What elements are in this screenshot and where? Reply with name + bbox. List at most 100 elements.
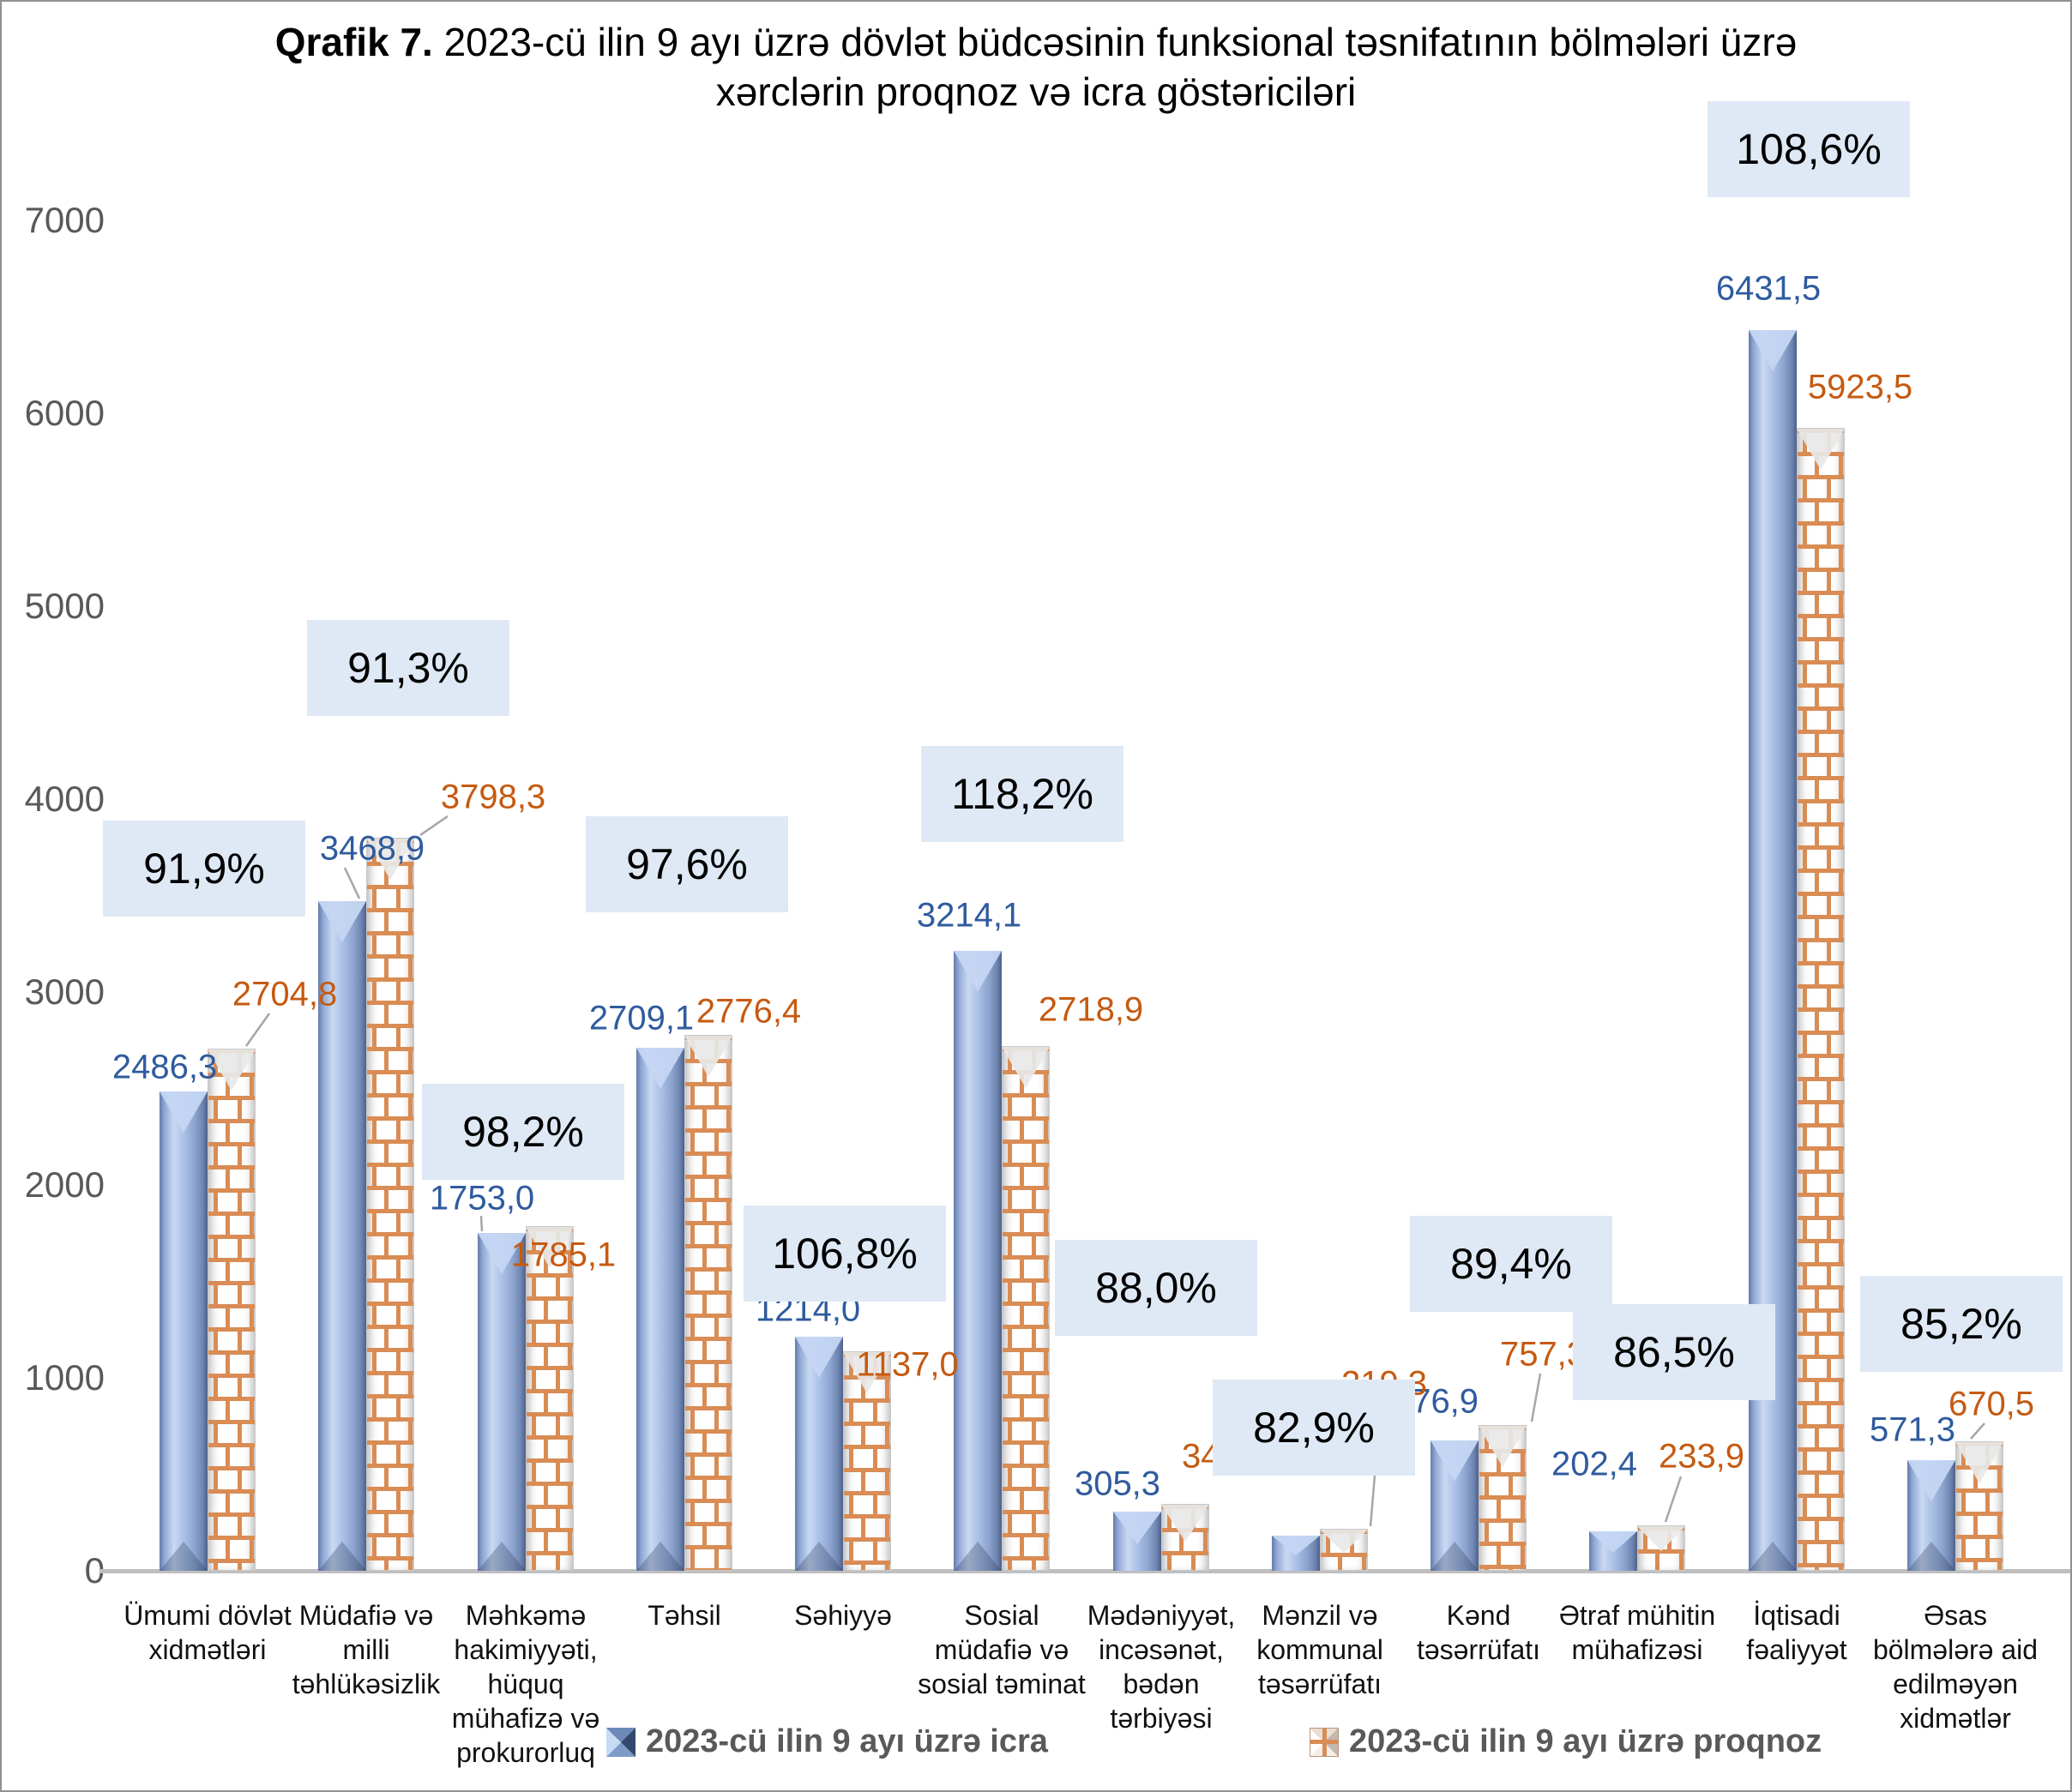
brick-row — [208, 1258, 255, 1281]
brick-row — [1798, 753, 1844, 776]
y-axis-tick-label: 1000 — [24, 1357, 105, 1398]
bar-top-notch — [636, 1048, 684, 1089]
percent-callout: 91,3% — [307, 620, 509, 716]
brick-row — [1003, 1440, 1049, 1464]
brick-joint — [690, 1225, 695, 1244]
brick-row — [367, 931, 413, 954]
brick-joint — [214, 1332, 218, 1350]
brick-joint — [372, 1445, 376, 1464]
category-label: Mədəniyyət, incəsənət, bədən tərbiyəsi — [1087, 1600, 1236, 1734]
brick-joint — [384, 1422, 388, 1440]
brick-row — [1798, 475, 1844, 498]
category-label: Sosial müdafiə və sosial təminat — [918, 1600, 1086, 1699]
brick-joint — [1020, 1167, 1024, 1186]
brick-joint — [568, 1301, 572, 1320]
brick-joint — [238, 1146, 242, 1165]
brick-row — [367, 1024, 413, 1047]
brick-joint — [702, 1434, 707, 1452]
brick-row — [1798, 614, 1844, 637]
brick-row — [685, 1128, 732, 1152]
brick-joint — [1008, 1422, 1012, 1440]
brick-joint — [372, 1074, 376, 1093]
brick-joint — [556, 1370, 560, 1389]
brick-row — [1321, 1553, 1367, 1570]
brick-row — [527, 1273, 573, 1296]
brick-joint — [1020, 1121, 1024, 1140]
brick-joint — [1497, 1500, 1501, 1518]
brick-row — [685, 1337, 732, 1360]
brick-joint — [1815, 1428, 1819, 1447]
brick-joint — [1815, 688, 1819, 707]
brick-joint — [384, 959, 388, 977]
brick-row — [685, 1267, 732, 1290]
brick-joint — [1803, 1544, 1807, 1563]
bar-bottom-bevel — [636, 1542, 684, 1571]
brick-joint — [250, 1401, 254, 1420]
brick-joint — [396, 1213, 401, 1232]
brick-row — [367, 1348, 413, 1371]
brick-row — [1003, 1255, 1049, 1278]
brick-joint — [1497, 1546, 1501, 1565]
brick-joint — [1827, 1359, 1831, 1378]
brick-row — [367, 1487, 413, 1510]
brick-row — [1798, 1170, 1844, 1193]
brick-row — [1798, 544, 1844, 568]
percent-callout: 97,6% — [586, 816, 788, 912]
brick-joint — [384, 1329, 388, 1348]
brick-row — [1798, 660, 1844, 683]
brick-joint — [238, 1332, 242, 1350]
brick-joint — [690, 1086, 695, 1105]
brick-joint — [1815, 1567, 1819, 1570]
brick-joint — [1803, 1266, 1807, 1285]
brick-joint — [849, 1403, 853, 1422]
value-label-icra: 202,4 — [1551, 1445, 1638, 1483]
brick-row — [1798, 915, 1844, 938]
brick-row — [1798, 776, 1844, 799]
brick-joint — [408, 1005, 413, 1024]
brick-joint — [1203, 1532, 1208, 1551]
brick-row — [1798, 1447, 1844, 1470]
brick-row — [367, 1255, 413, 1278]
brick-joint — [1044, 1167, 1048, 1186]
brick-joint — [1839, 1475, 1843, 1494]
brick-row — [1798, 961, 1844, 984]
brick-row — [1798, 1262, 1844, 1285]
bar-bottom-bevel — [954, 1542, 1002, 1571]
brick-joint — [1020, 1445, 1024, 1464]
brick-row — [208, 1235, 255, 1258]
value-label-icra: 305,3 — [1074, 1464, 1161, 1503]
value-label-proqnoz: 2776,4 — [696, 992, 802, 1031]
bar-proqnoz — [526, 1226, 574, 1571]
brick-row — [1798, 498, 1844, 521]
brick-joint — [714, 1086, 719, 1105]
brick-joint — [714, 1225, 719, 1244]
brick-joint — [1803, 989, 1807, 1007]
brick-joint — [532, 1278, 536, 1296]
brick-joint — [1827, 664, 1831, 683]
brick-joint — [408, 1051, 413, 1070]
brick-joint — [1839, 502, 1843, 521]
value-label-proqnoz: 1137,0 — [856, 1345, 959, 1384]
brick-joint — [372, 1491, 376, 1510]
leader-line — [479, 1215, 484, 1232]
brick-row — [208, 1489, 255, 1512]
brick-row — [685, 1105, 732, 1128]
brick-joint — [1985, 1493, 1990, 1512]
brick-joint — [1362, 1557, 1366, 1570]
brick-joint — [1485, 1476, 1489, 1495]
brick-row — [208, 1165, 255, 1188]
brick-joint — [250, 1355, 254, 1374]
bar-top-notch — [478, 1233, 526, 1274]
brick-joint — [690, 1318, 695, 1337]
brick-joint — [214, 1285, 218, 1304]
brick-joint — [1008, 1144, 1012, 1163]
brick-joint — [544, 1393, 548, 1412]
brick-joint — [714, 1318, 719, 1337]
brick-joint — [1827, 1498, 1831, 1517]
brick-joint — [396, 1491, 401, 1510]
percent-callout: 98,2% — [422, 1084, 624, 1180]
bar-top-notch — [1479, 1426, 1526, 1467]
brick-joint — [1521, 1500, 1525, 1518]
brick-joint — [1827, 1313, 1831, 1332]
brick-joint — [238, 1517, 242, 1536]
